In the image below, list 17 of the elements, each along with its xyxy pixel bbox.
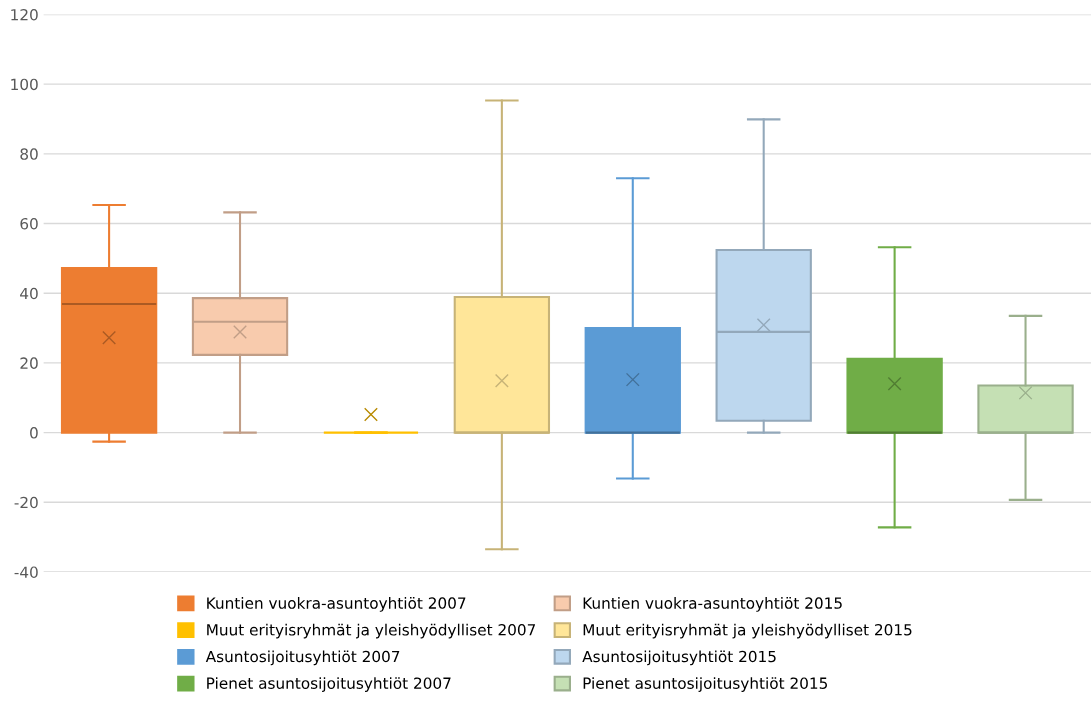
legend-label: Pienet asuntosijoitusyhtiöt 2015 [583, 677, 828, 692]
legend-label: Kuntien vuokra-asuntoyhtiöt 2015 [583, 597, 842, 612]
legend-label: Muut erityisryhmät ja yleishyödylliset 2015 [583, 623, 912, 639]
y-tick-label: -20 [14, 496, 38, 509]
y-tick-label: 0 [30, 427, 38, 439]
y-tick-label: -40 [14, 566, 38, 578]
legend-label: Asuntosijoitusyhtiöt 2015 [582, 650, 776, 666]
legend-label: Asuntosijoitusyhtiöt 2007 [205, 650, 400, 666]
y-tick-label: 100 [11, 78, 38, 91]
y-tick-label: 20 [20, 357, 38, 369]
y-tick-label: 120 [11, 8, 38, 21]
legend-label: Kuntien vuokra-asuntoyhtiöt 2007 [207, 597, 466, 612]
y-tick-label: 40 [20, 287, 38, 300]
y-tick-label: 60 [20, 218, 38, 230]
legend-label: Pienet asuntosijoitusyhtiöt 2007 [207, 677, 451, 692]
legend-label: Muut erityisryhmät ja yleishyödylliset 2007 [207, 623, 536, 639]
y-tick-label: 80 [20, 148, 38, 160]
